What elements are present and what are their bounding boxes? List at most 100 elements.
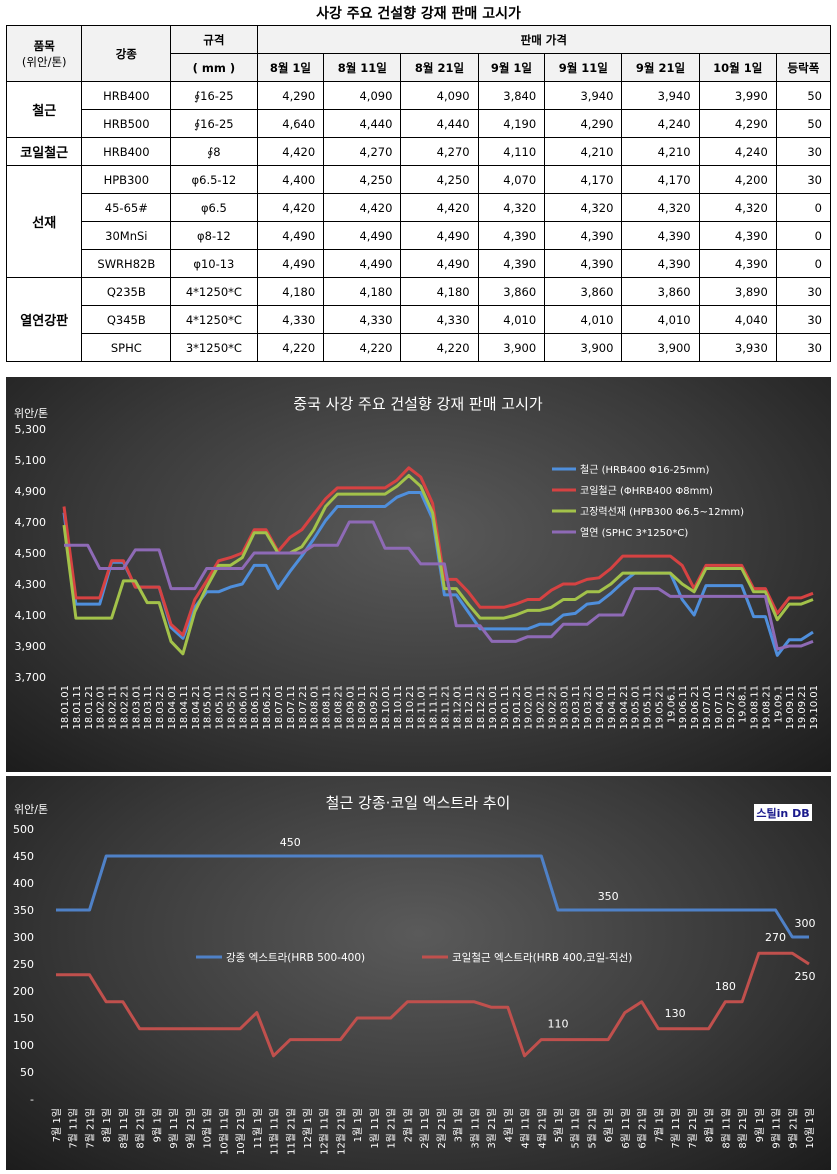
y-tick-label: 4,300 (15, 578, 47, 591)
x-tick-label: 19.10.01 (809, 685, 820, 730)
x-tick-label: 19.05.11 (643, 685, 654, 730)
grade-cell: SPHC (81, 333, 172, 362)
y-tick-label: 100 (13, 1039, 34, 1052)
x-tick-label: 18.09.21 (369, 685, 380, 730)
data-label: 270 (765, 931, 786, 944)
x-tick-label: 19.06.21 (690, 685, 701, 730)
x-tick-label: 4월 1일 (503, 1108, 515, 1142)
x-tick-label: 7월 21일 (84, 1108, 96, 1149)
y-tick-label: 3,700 (15, 671, 47, 684)
y-tick-label: - (30, 1093, 34, 1106)
x-tick-label: 18.03.01 (131, 685, 142, 730)
price-cell: 4,180 (323, 277, 402, 306)
x-tick-label: 18.11.11 (429, 685, 440, 730)
y-tick-label: 150 (13, 1012, 34, 1025)
x-tick-label: 19.01.21 (512, 685, 523, 730)
x-tick-label: 18.07.21 (298, 685, 309, 730)
x-tick-label: 9월 11일 (168, 1108, 180, 1149)
x-tick-label: 1월 1일 (352, 1108, 364, 1142)
price-cell: 4,490 (323, 249, 402, 278)
legend-label: 강종 엑스트라(HRB 500-400) (226, 952, 365, 964)
x-tick-label: 5월 1일 (553, 1108, 565, 1142)
x-tick-label: 18.01.11 (72, 685, 83, 730)
price-cell: 3,940 (621, 81, 700, 110)
x-tick-label: 19.03.11 (571, 685, 582, 730)
grade-cell: Q235B (81, 277, 172, 306)
spec-cell: 3*1250*C (170, 333, 258, 362)
x-tick-label: 19.09.21 (797, 685, 808, 730)
x-tick-label: 6월 21일 (637, 1108, 649, 1149)
y-tick-label: 450 (13, 850, 34, 863)
x-tick-label: 5월 21일 (586, 1108, 598, 1149)
price-cell: 4,290 (698, 109, 777, 138)
x-tick-label: 10월 21일 (235, 1108, 247, 1155)
spec-cell: ∮16-25 (170, 109, 258, 138)
grade-cell: HRB400 (81, 137, 172, 166)
price-cell: 4,420 (323, 193, 402, 222)
price-cell: 4,390 (477, 249, 546, 278)
x-tick-label: 18.04.01 (167, 685, 178, 730)
price-cell: 4,420 (256, 137, 325, 166)
series-line (56, 951, 810, 1058)
x-tick-label: 5월 11일 (570, 1108, 582, 1149)
table-row: HRB500 ∮16-25 4,640 4,440 4,440 4,190 4,290 4,2… (7, 109, 832, 138)
price-cell: 4,330 (323, 305, 402, 334)
change-cell: 30 (775, 137, 832, 166)
x-tick-label: 12월 21일 (335, 1108, 347, 1155)
x-tick-label: 4월 21일 (536, 1108, 548, 1149)
series-line (64, 520, 814, 651)
x-tick-label: 6월 1일 (603, 1108, 615, 1142)
change-cell: 0 (775, 249, 832, 278)
table-row: Q345B 4*1250*C 4,330 4,330 4,330 4,010 4,010 4,… (7, 305, 832, 334)
x-tick-label: 19.08.1 (738, 685, 749, 723)
x-tick-label: 7월 11일 (68, 1108, 80, 1149)
y-tick-label: 4,100 (15, 609, 47, 622)
page-title: 사강 주요 건설향 강재 판매 고시가 (316, 6, 521, 22)
price-cell: 4,390 (698, 249, 777, 278)
logo-text: 스틸in DB (756, 807, 809, 820)
head-date: 9월 1일 (477, 53, 546, 82)
price-cell: 4,220 (400, 333, 479, 362)
price-cell: 4,330 (256, 305, 325, 334)
price-cell: 4,110 (477, 137, 546, 166)
x-tick-label: 18.07.11 (286, 685, 297, 730)
category-cell: 열연강판 (5, 277, 83, 362)
x-tick-label: 19.03.01 (559, 685, 570, 730)
x-tick-label: 18.06.11 (250, 685, 261, 730)
price-cell: 3,840 (477, 81, 546, 110)
chart-panel-price: 중국 사강 주요 건설향 강재 판매 고시가 위안/톤 3,700 3,900 4,10… (6, 377, 831, 772)
price-cell: 4,290 (256, 81, 325, 110)
legend-label: 철근 (HRB400 Φ16-25mm) (580, 464, 709, 476)
x-tick-label: 7월 1일 (51, 1108, 63, 1142)
grade-cell: HRB400 (81, 81, 172, 110)
chart-title: 철근 강종·코일 엑스트라 추이 (326, 794, 511, 812)
change-cell: 0 (775, 193, 832, 222)
grade-cell: 45-65# (81, 193, 172, 222)
x-tick-label: 9월 21일 (185, 1108, 197, 1149)
data-label: 250 (795, 970, 816, 983)
y-tick-label: 5,300 (15, 423, 47, 436)
x-tick-label: 19.09.1 (773, 685, 784, 723)
price-cell: 4,040 (698, 305, 777, 334)
price-cell: 4,180 (400, 277, 479, 306)
price-cell: 4,440 (323, 109, 402, 138)
x-tick-label: 19.09.11 (785, 685, 796, 730)
grade-cell: Q345B (81, 305, 172, 334)
price-cell: 4,330 (400, 305, 479, 334)
y-tick-label: 500 (13, 823, 34, 836)
spec-cell: ∮8 (170, 137, 258, 166)
price-cell: 3,860 (477, 277, 546, 306)
x-tick-label: 18.01.21 (84, 685, 95, 730)
x-tick-label: 10월 11일 (218, 1108, 230, 1155)
price-cell: 4,320 (621, 193, 700, 222)
price-cell: 4,170 (544, 165, 623, 194)
head-item: 품목 (위안/톤) (5, 25, 83, 82)
x-tick-label: 18.08.21 (333, 685, 344, 730)
x-tick-label: 10월 1일 (804, 1108, 816, 1149)
y-tick-label: 300 (13, 931, 34, 944)
price-cell: 3,940 (544, 81, 623, 110)
price-cell: 4,640 (256, 109, 325, 138)
data-label: 180 (715, 980, 736, 993)
spec-cell: 4*1250*C (170, 305, 258, 334)
price-cell: 4,390 (477, 221, 546, 250)
